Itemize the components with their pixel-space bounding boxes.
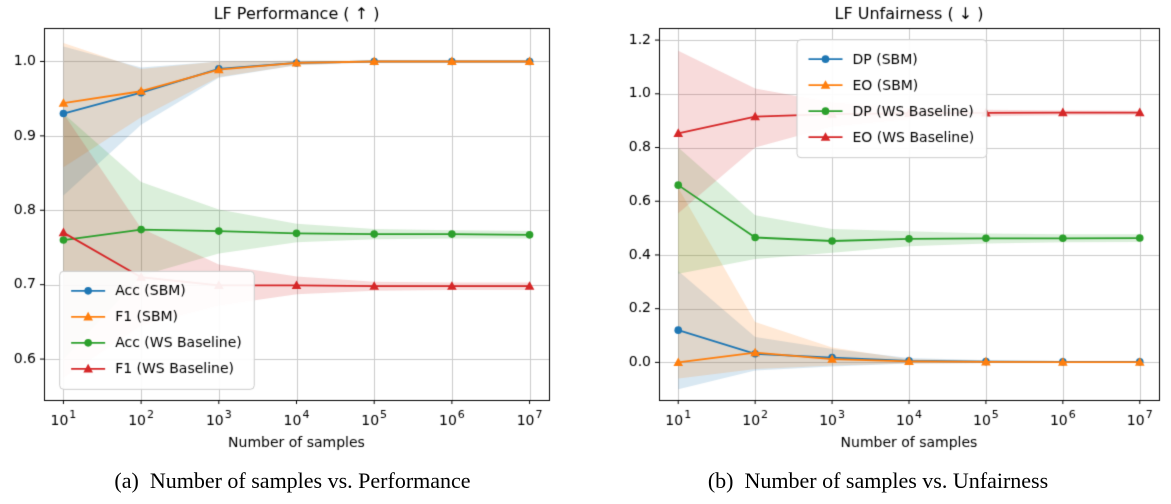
caption-b: (b) Number of samples vs. Unfairness bbox=[707, 468, 1049, 493]
unfairness-chart bbox=[585, 0, 1171, 464]
unfairness-chart-block: (b) Number of samples vs. Unfairness bbox=[585, 0, 1171, 504]
caption-a: (a) Number of samples vs. Performance bbox=[114, 468, 471, 493]
performance-chart bbox=[0, 0, 585, 464]
performance-chart-block: (a) Number of samples vs. Performance bbox=[0, 0, 585, 504]
